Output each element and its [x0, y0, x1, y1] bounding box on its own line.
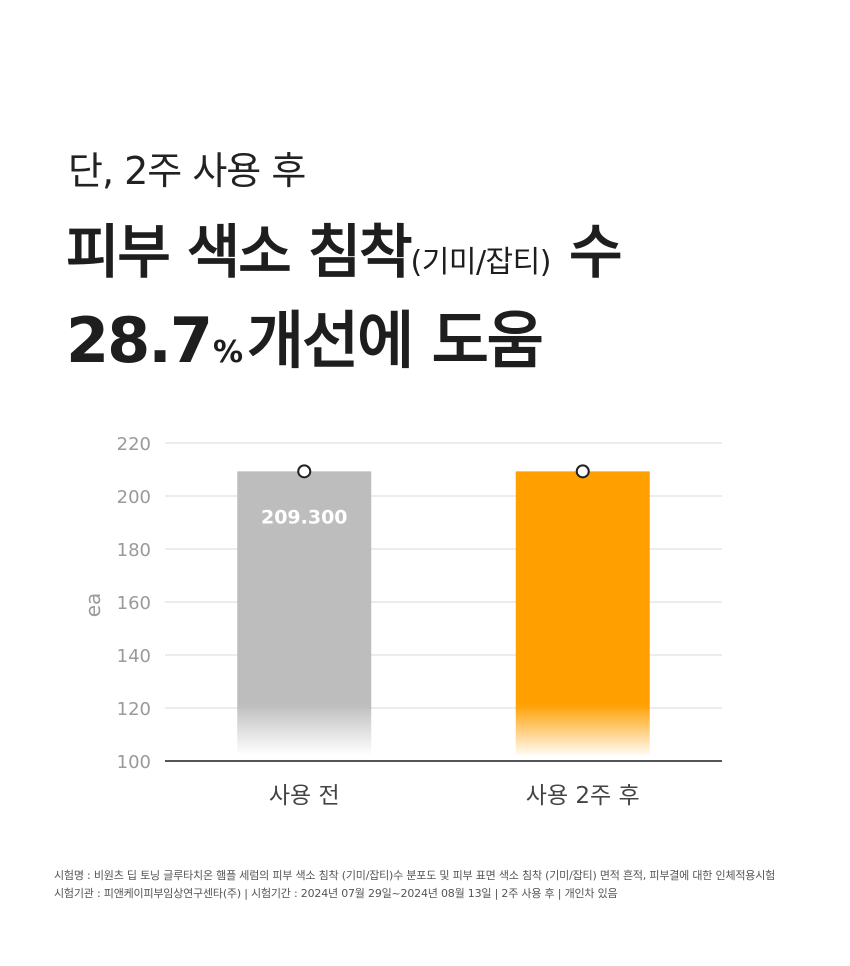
y-tick-label: 160 — [117, 593, 151, 614]
headline-percent: % — [212, 335, 243, 370]
bar-chart: 100 120 140 160 180 200 220 209.300 사용 전 사용 2주 … — [81, 434, 722, 809]
x-tick-label: 사용 2주 후 — [526, 783, 640, 809]
headline-line2: 28.7%개선에 도움 — [66, 290, 544, 380]
bar-marker — [575, 464, 590, 479]
y-tick-label: 140 — [117, 646, 151, 667]
y-tick-label: 200 — [117, 487, 151, 508]
footnote-line2: 시험기관 : 피앤케이피부임상연구센타(주) | 시험기간 : 2024년 07… — [54, 887, 618, 900]
headline-paren: (기미/잡티) — [410, 245, 552, 280]
x-tick-labels: 사용 전 사용 2주 후 — [269, 783, 640, 809]
y-tick-label: 120 — [117, 699, 151, 720]
y-tick-label: 100 — [117, 752, 151, 773]
y-axis-label: ea — [81, 593, 105, 618]
bars: 209.300 — [237, 464, 650, 755]
footnote-line1: 시험명 : 비원츠 딥 토닝 글루타치온 햄플 세럼의 피부 색소 침착 (기미… — [54, 869, 776, 882]
y-tick-label: 180 — [117, 540, 151, 561]
bar-marker — [297, 464, 312, 479]
headline-number: 28.7 — [66, 304, 213, 377]
data-label: 209.300 — [261, 506, 348, 528]
y-tick-labels: 100 120 140 160 180 200 220 — [117, 434, 151, 773]
bar — [237, 471, 372, 755]
subtitle: 단, 2주 사용 후 — [68, 149, 306, 193]
bar — [515, 471, 650, 755]
headline-main: 피부 색소 침착 — [66, 218, 413, 286]
headline-rest: 개선에 도움 — [247, 304, 544, 377]
y-tick-label: 220 — [117, 434, 151, 455]
x-tick-label: 사용 전 — [269, 783, 340, 809]
headline-line1: 피부 색소 침착(기미/잡티) 수 — [66, 205, 623, 289]
headline-end: 수 — [569, 218, 622, 286]
